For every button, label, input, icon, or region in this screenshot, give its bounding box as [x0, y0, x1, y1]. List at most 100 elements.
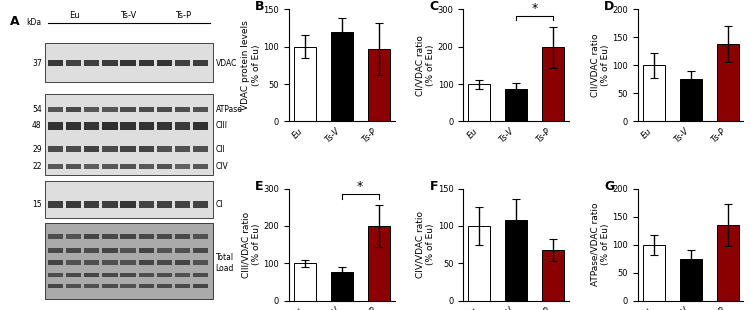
Bar — [193, 273, 208, 277]
Bar — [84, 122, 99, 130]
Bar — [193, 201, 208, 208]
Text: CIII: CIII — [216, 121, 228, 131]
Bar — [175, 60, 190, 66]
Bar — [48, 273, 63, 277]
Y-axis label: ATPase/VDAC ratio
(% of Eu): ATPase/VDAC ratio (% of Eu) — [590, 203, 610, 286]
Bar — [716, 44, 739, 122]
Bar — [157, 201, 172, 208]
Bar — [330, 32, 353, 122]
Bar — [175, 107, 190, 113]
Bar — [157, 60, 172, 66]
Text: 37: 37 — [32, 59, 42, 68]
Bar — [102, 273, 118, 277]
Bar — [139, 273, 154, 277]
Bar — [468, 84, 490, 122]
Bar — [120, 234, 136, 239]
Bar — [48, 60, 63, 66]
Text: E: E — [255, 180, 264, 193]
Bar — [84, 146, 99, 152]
Bar — [505, 220, 527, 301]
Bar — [102, 165, 118, 169]
Bar — [84, 260, 99, 265]
Bar — [175, 248, 190, 253]
Y-axis label: VDAC protein levels
(% of Eu): VDAC protein levels (% of Eu) — [241, 20, 261, 110]
Bar — [66, 122, 81, 130]
Bar — [66, 146, 81, 152]
Bar — [139, 248, 154, 253]
Bar — [193, 146, 208, 152]
Bar — [66, 201, 81, 208]
Bar — [139, 122, 154, 130]
Text: VDAC: VDAC — [216, 59, 237, 68]
Bar — [66, 260, 81, 265]
Bar — [84, 60, 99, 66]
Text: *: * — [532, 2, 538, 15]
Bar — [102, 122, 118, 130]
Bar — [368, 49, 390, 122]
Text: 22: 22 — [32, 162, 42, 171]
Bar — [120, 273, 136, 277]
Bar — [66, 284, 81, 289]
Bar — [157, 248, 172, 253]
Bar — [102, 146, 118, 152]
Bar — [175, 122, 190, 130]
Bar — [102, 260, 118, 265]
Bar — [48, 165, 63, 169]
Bar — [175, 201, 190, 208]
Bar — [66, 273, 81, 277]
Bar — [175, 273, 190, 277]
Bar — [193, 165, 208, 169]
Bar — [157, 284, 172, 289]
Bar — [66, 60, 81, 66]
Bar — [157, 107, 172, 113]
Bar — [120, 260, 136, 265]
Bar — [84, 165, 99, 169]
Bar — [48, 260, 63, 265]
Bar — [84, 248, 99, 253]
Bar — [66, 107, 81, 113]
Bar — [193, 284, 208, 289]
Bar — [84, 234, 99, 239]
Bar — [102, 248, 118, 253]
Bar — [680, 79, 701, 122]
Bar — [102, 60, 118, 66]
Bar — [48, 284, 63, 289]
Bar — [45, 43, 213, 82]
Text: 54: 54 — [32, 105, 42, 114]
Bar — [45, 94, 213, 175]
Text: CI: CI — [216, 200, 223, 209]
Bar — [175, 260, 190, 265]
Bar — [48, 201, 63, 208]
Bar — [175, 165, 190, 169]
Bar — [48, 248, 63, 253]
Bar — [193, 107, 208, 113]
Bar — [48, 146, 63, 152]
Text: Ts-P: Ts-P — [175, 11, 191, 20]
Bar — [84, 273, 99, 277]
Text: *: * — [357, 180, 363, 193]
Bar — [120, 60, 136, 66]
Bar — [716, 225, 739, 301]
Bar — [84, 284, 99, 289]
Bar — [84, 201, 99, 208]
Bar — [193, 60, 208, 66]
Text: kDa: kDa — [26, 18, 42, 27]
Bar — [193, 122, 208, 130]
Bar — [102, 234, 118, 239]
Bar — [139, 284, 154, 289]
Text: 15: 15 — [32, 200, 42, 209]
Bar — [139, 260, 154, 265]
Bar — [157, 122, 172, 130]
Bar — [193, 260, 208, 265]
Bar — [139, 165, 154, 169]
Bar — [680, 259, 701, 301]
Bar — [84, 107, 99, 113]
Bar — [157, 165, 172, 169]
Text: G: G — [604, 180, 614, 193]
Text: D: D — [604, 0, 614, 13]
Text: Total
Load: Total Load — [216, 253, 234, 272]
Text: Eu: Eu — [69, 11, 80, 20]
Bar — [45, 181, 213, 218]
Bar — [139, 234, 154, 239]
Bar — [120, 107, 136, 113]
